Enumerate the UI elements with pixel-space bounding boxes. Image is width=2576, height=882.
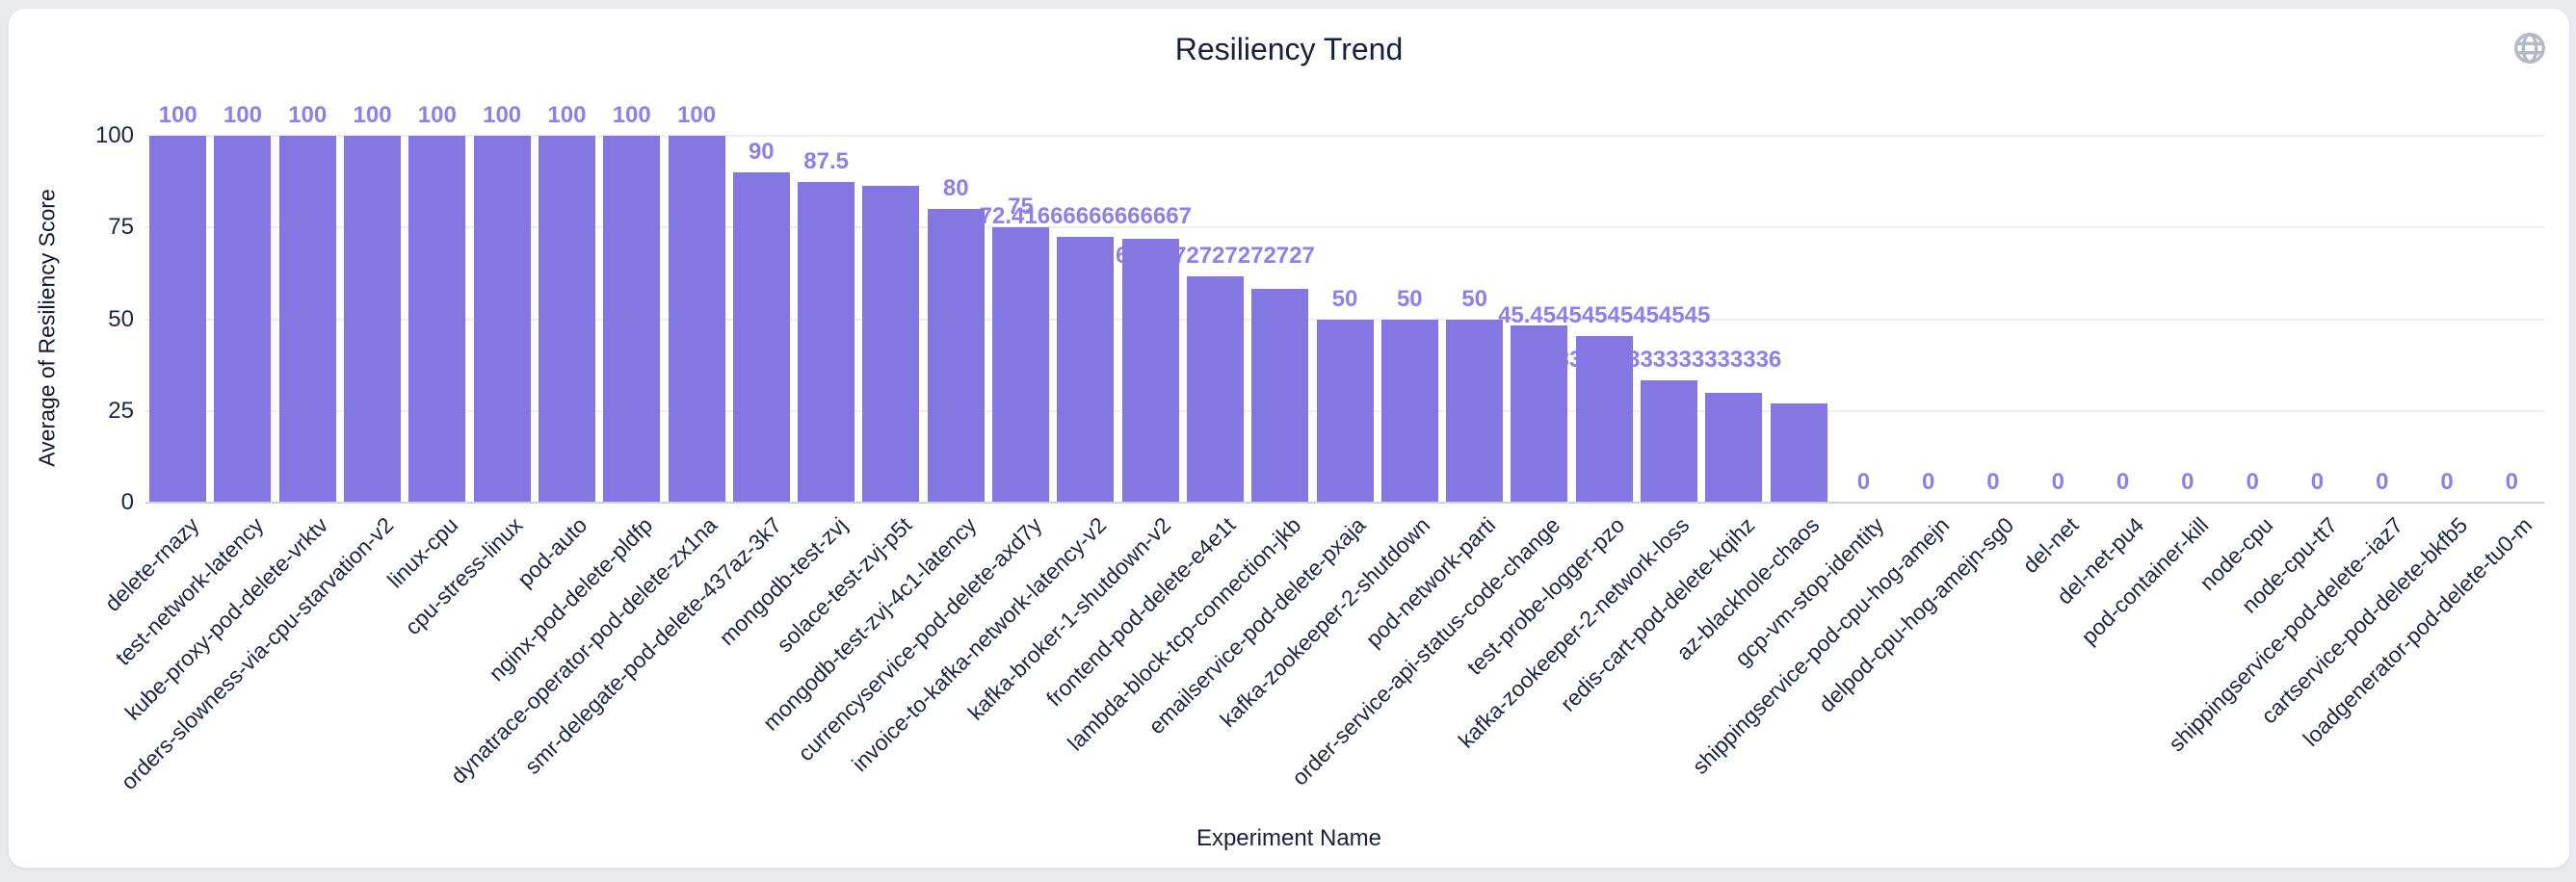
bar-value-label: 0 [2440, 469, 2454, 495]
bar-value-label: 100 [353, 102, 392, 128]
bar[interactable] [1251, 288, 1309, 503]
bar[interactable] [408, 136, 466, 503]
bar-value-label: 80 [942, 175, 969, 202]
globe-icon [2514, 33, 2545, 64]
x-axis-title: Experiment Name [1196, 825, 1382, 851]
bar-value-label: 0 [1921, 469, 1935, 495]
y-tick-label: 75 [108, 214, 134, 241]
bar[interactable] [344, 136, 402, 503]
x-tick-label: lambda-block-tcp-connection-jkb [1062, 512, 1306, 756]
bar-value-label: 100 [676, 102, 717, 128]
bar-value-label: 90 [748, 139, 775, 166]
bar-value-label: 100 [288, 102, 328, 128]
bar-value-label: 50 [1331, 285, 1358, 312]
bar[interactable] [1121, 239, 1179, 503]
bar[interactable] [798, 181, 855, 503]
bar[interactable] [1511, 324, 1568, 503]
gridline [145, 226, 2544, 229]
bar-value-label: 0 [2181, 469, 2195, 495]
bar[interactable] [1705, 392, 1763, 503]
bar-value-label: 0 [2310, 469, 2325, 495]
bar-value-label: 100 [483, 102, 522, 128]
bar[interactable] [538, 136, 595, 503]
bar[interactable] [1057, 237, 1115, 503]
bar[interactable] [1446, 319, 1504, 503]
y-tick-label: 0 [120, 489, 134, 515]
y-tick-label: 25 [108, 397, 134, 424]
bar-value-label: 72.41666666666667 [979, 203, 1192, 230]
bar[interactable] [1316, 319, 1374, 503]
y-tick-label: 50 [108, 305, 134, 332]
bar-value-label: 50 [1461, 285, 1487, 312]
bar-value-label: 100 [612, 102, 651, 128]
chart-title: Resiliency Trend [1174, 32, 1404, 66]
bar-value-label: 0 [1856, 469, 1871, 495]
x-tick-label: cpu-stress-linux [400, 512, 528, 640]
bar[interactable] [1186, 275, 1244, 503]
bar[interactable] [862, 185, 920, 503]
bar-value-label: 50 [1396, 285, 1423, 312]
bar[interactable] [1575, 335, 1633, 503]
bar-value-label: 0 [2376, 469, 2389, 495]
bar[interactable] [278, 136, 336, 503]
bar-value-label: 87.5 [803, 147, 849, 174]
bar-value-label: 0 [2116, 469, 2130, 495]
bar-value-label: 75 [1008, 194, 1034, 220]
x-tick-label: shippingservice-pod-delete--iaz7 [2163, 512, 2408, 757]
bar-value-label: 0 [2505, 469, 2519, 495]
bar[interactable] [668, 136, 725, 503]
bar-value-label: 100 [417, 102, 457, 128]
bar-value-label: 100 [158, 102, 197, 128]
bar-value-label: 45.45454545454545 [1498, 301, 1711, 328]
bar[interactable] [992, 227, 1049, 503]
bar[interactable] [473, 136, 531, 503]
bar[interactable] [1640, 380, 1697, 503]
bar-value-label: 100 [547, 102, 587, 128]
bar-value-label: 0 [2051, 469, 2064, 495]
chart-card: Resiliency Trend Average of Resiliency S… [8, 8, 2570, 869]
gridline [145, 135, 2544, 137]
bar[interactable] [1770, 403, 1827, 503]
bar[interactable] [214, 136, 272, 503]
bar[interactable] [927, 209, 985, 503]
bar-value-label: 0 [1986, 469, 2000, 495]
bar-value-label: 100 [223, 102, 262, 128]
bar[interactable] [149, 136, 207, 503]
bar[interactable] [732, 172, 790, 503]
bar-value-label: 0 [2246, 469, 2259, 495]
x-axis-line [145, 502, 2544, 504]
bar[interactable] [1380, 319, 1438, 503]
bar[interactable] [603, 136, 661, 503]
y-tick-label: 100 [94, 122, 134, 148]
